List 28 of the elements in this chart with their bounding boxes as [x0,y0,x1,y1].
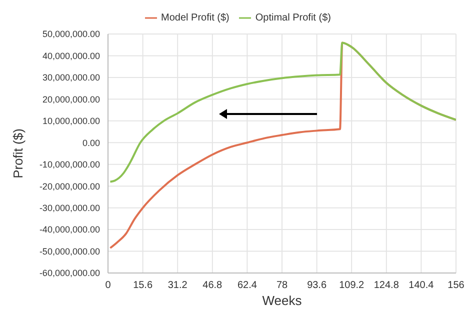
x-tick-label: 124.8 [374,280,400,292]
legend-label: Model Profit ($) [161,12,230,24]
y-tick-label: 50,000,000.00 [42,29,100,40]
x-tick-label: 62.4 [237,280,258,292]
x-tick-label: 0 [105,280,112,292]
x-axis-title: Weeks [262,293,302,308]
x-tick-label: 46.8 [202,280,223,292]
legend-label: Optimal Profit ($) [255,12,331,24]
y-tick-label: -60,000,000.00 [39,268,100,278]
y-axis-title: Profit ($) [10,128,26,178]
x-tick-label: 140.4 [408,280,434,292]
x-tick-label: 15.6 [133,280,153,292]
y-tick-label: 10,000,000.00 [42,116,100,126]
y-tick-label: -50,000,000.00 [39,246,100,256]
y-tick-label: 30,000,000.00 [42,72,100,83]
x-tick-label: 93.6 [307,280,327,292]
x-tick-label: 109.2 [339,280,365,292]
y-tick-label: -30,000,000.00 [39,203,100,214]
y-tick-label: 0.00 [82,138,100,148]
y-tick-label: -10,000,000.00 [39,160,100,170]
x-tick-label: 31.2 [168,280,188,292]
x-tick-label: 156 [448,280,465,292]
x-tick-label: 78 [276,280,288,292]
y-tick-label: -20,000,000.00 [39,181,100,192]
y-tick-label: 40,000,000.00 [42,50,100,61]
line-series [109,42,456,183]
y-tick-label: -40,000,000.00 [39,224,100,235]
y-tick-label: 20,000,000.00 [42,94,100,104]
